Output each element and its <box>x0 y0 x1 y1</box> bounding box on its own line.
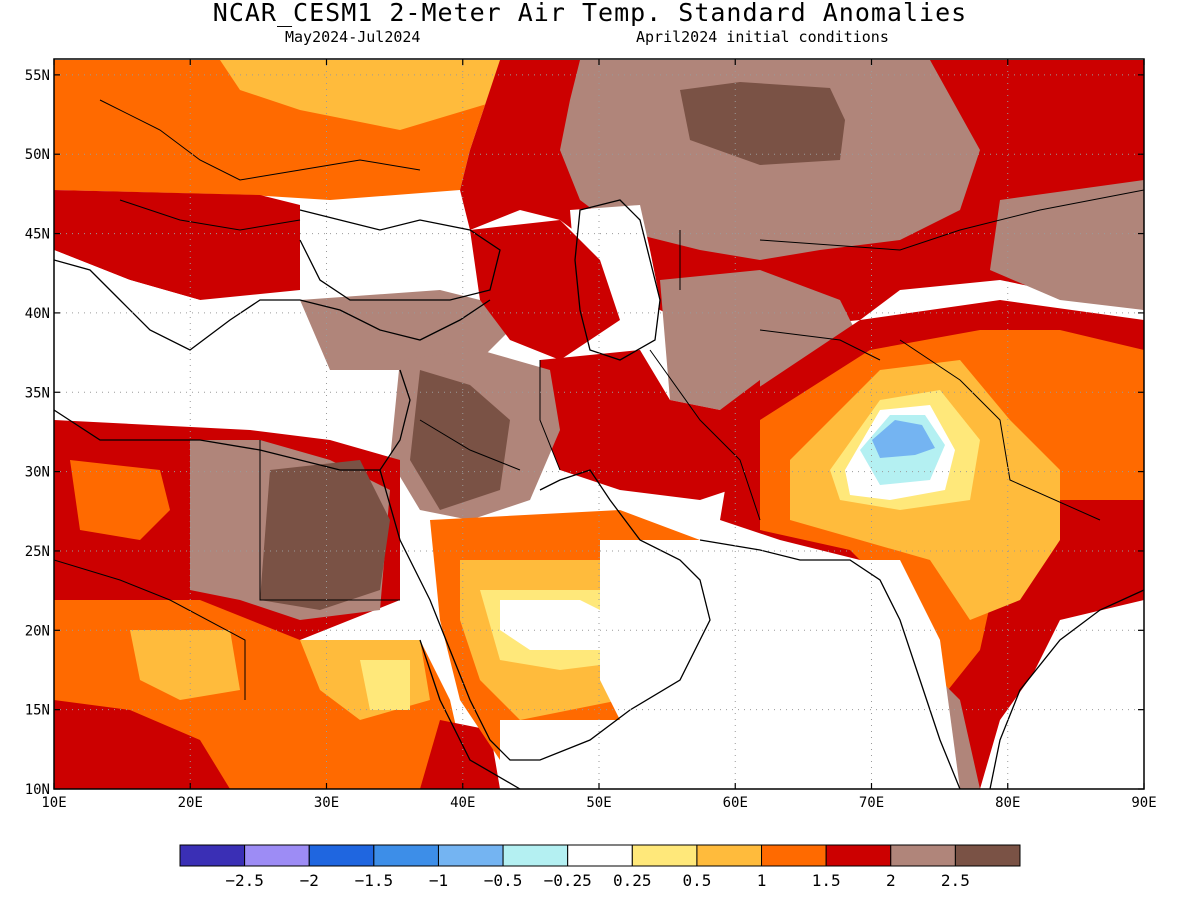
colorbar-swatch <box>567 844 633 867</box>
colorbar-label: 1 <box>757 871 767 890</box>
lon-tick-label: 80E <box>995 795 1020 811</box>
colorbar-swatch <box>373 844 439 867</box>
central-asia-anomaly-2p5 <box>660 270 860 410</box>
kazakhstan-anomaly-max <box>680 82 845 165</box>
colorbar-swatch <box>631 844 698 867</box>
arabian-sea-neutral <box>690 560 960 789</box>
lon-tick-label: 30E <box>314 795 339 811</box>
colorbar-swatch <box>244 844 310 867</box>
mediterranean-neutral <box>54 250 330 430</box>
ethiopia-anomaly-2 <box>420 720 500 789</box>
lon-tick-label: 20E <box>178 795 203 811</box>
lon-tick-label: 40E <box>450 795 475 811</box>
central-europe-anomaly-1 <box>220 60 520 130</box>
balkans-anomaly-2 <box>54 190 330 300</box>
chad-anomaly-1 <box>130 630 240 700</box>
colorbar-label: −1 <box>429 871 448 890</box>
colorbar-label: −0.5 <box>484 871 523 890</box>
yemen-neutral <box>500 720 620 789</box>
colorbar-label: 0.25 <box>613 871 652 890</box>
syria-iraq-anomaly-max <box>410 370 510 510</box>
rub-al-khali-neutral <box>500 600 620 650</box>
colorbar-label: 2.5 <box>941 871 970 890</box>
libya-anomaly-1p5 <box>70 460 170 540</box>
lat-tick-label: 40N <box>25 306 50 322</box>
lon-tick-label: 60E <box>723 795 748 811</box>
colorbar-label: −2 <box>300 871 319 890</box>
lon-tick-label: 70E <box>859 795 884 811</box>
lat-tick-label: 25N <box>25 544 50 560</box>
lat-tick-label: 50N <box>25 147 50 163</box>
colorbar-swatch <box>954 844 1021 867</box>
western-europe-anomaly <box>54 80 200 180</box>
west-africa-anomaly-2 <box>54 700 230 789</box>
colorbar: −2.5 −2 −1.5 −1 −0.5 −0.25 0.25 0.5 1 1.5 2 2.5 <box>179 844 1021 890</box>
anomaly-field <box>54 59 1144 789</box>
egypt-anomaly-max <box>260 460 390 610</box>
colorbar-label: −2.5 <box>225 871 264 890</box>
lon-tick-label: 90E <box>1131 795 1156 811</box>
lat-tick-label: 15N <box>25 703 50 719</box>
lat-tick-label: 35N <box>25 385 50 401</box>
colorbar-swatch <box>696 844 763 867</box>
lon-tick-label: 50E <box>586 795 611 811</box>
colorbar-label: 1.5 <box>812 871 841 890</box>
iran-anomaly-2 <box>540 350 760 500</box>
lat-tick-label: 10N <box>25 782 50 798</box>
lat-tick-label: 30N <box>25 465 50 481</box>
colorbar-swatch <box>761 844 827 867</box>
caucasus-anomaly-2 <box>470 220 620 360</box>
map-title: NCAR_CESM1 2-Meter Air Temp. Standard An… <box>212 0 968 27</box>
colorbar-label: 0.5 <box>682 871 711 890</box>
turkey-anomaly-2p5 <box>300 290 510 370</box>
lon-tick-label: 10E <box>41 795 66 811</box>
lat-tick-label: 20N <box>25 623 50 639</box>
colorbar-swatch <box>502 844 569 867</box>
lat-tick-label: 55N <box>25 68 50 84</box>
colorbar-label: 2 <box>886 871 896 890</box>
bay-of-bengal-neutral <box>1000 600 1144 789</box>
colorbar-swatch <box>890 844 956 867</box>
colorbar-label: −0.25 <box>544 871 592 890</box>
colorbar-swatch <box>437 844 504 867</box>
lat-tick-label: 45N <box>25 227 50 243</box>
axis-ticks: 10E 20E 30E 40E 50E 60E 70E 80E 90E 10N 15N 20N 25N 3… <box>25 59 1157 811</box>
colorbar-swatch <box>308 844 375 867</box>
political-borders <box>54 99 1144 700</box>
colorbar-label: −1.5 <box>355 871 394 890</box>
forecast-period: May2024-Jul2024 <box>285 28 421 46</box>
colorbar-swatch <box>179 844 246 867</box>
pakistan-anomaly-neg0p5 <box>872 420 935 458</box>
colorbar-swatch <box>825 844 892 867</box>
sudan-anomaly-0p5 <box>360 660 410 710</box>
initial-conditions: April2024 initial conditions <box>636 28 889 46</box>
